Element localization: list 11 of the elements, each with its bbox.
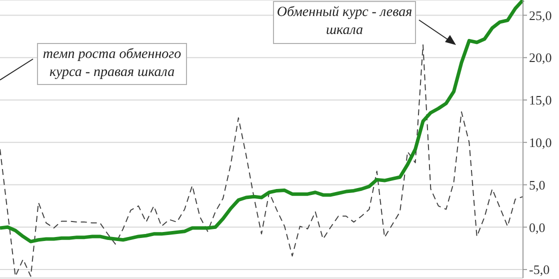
annotation: Обменный курс - левая шкала bbox=[273, 1, 416, 44]
annotation: темп роста обменного курса - правая шкала bbox=[37, 43, 187, 85]
line-series bbox=[0, 44, 524, 277]
y-tick-label: 5,0 bbox=[529, 177, 546, 192]
y-tick-label: 25,0 bbox=[529, 8, 552, 23]
line-series bbox=[0, 0, 525, 244]
y-tick-label: 20,0 bbox=[529, 50, 552, 66]
y-tick-label: 0,0 bbox=[529, 220, 546, 235]
y-tick-label: 15,0 bbox=[529, 92, 552, 108]
y-tick-label: -5,0 bbox=[529, 262, 550, 278]
y-tick-label: 10,0 bbox=[529, 135, 552, 150]
